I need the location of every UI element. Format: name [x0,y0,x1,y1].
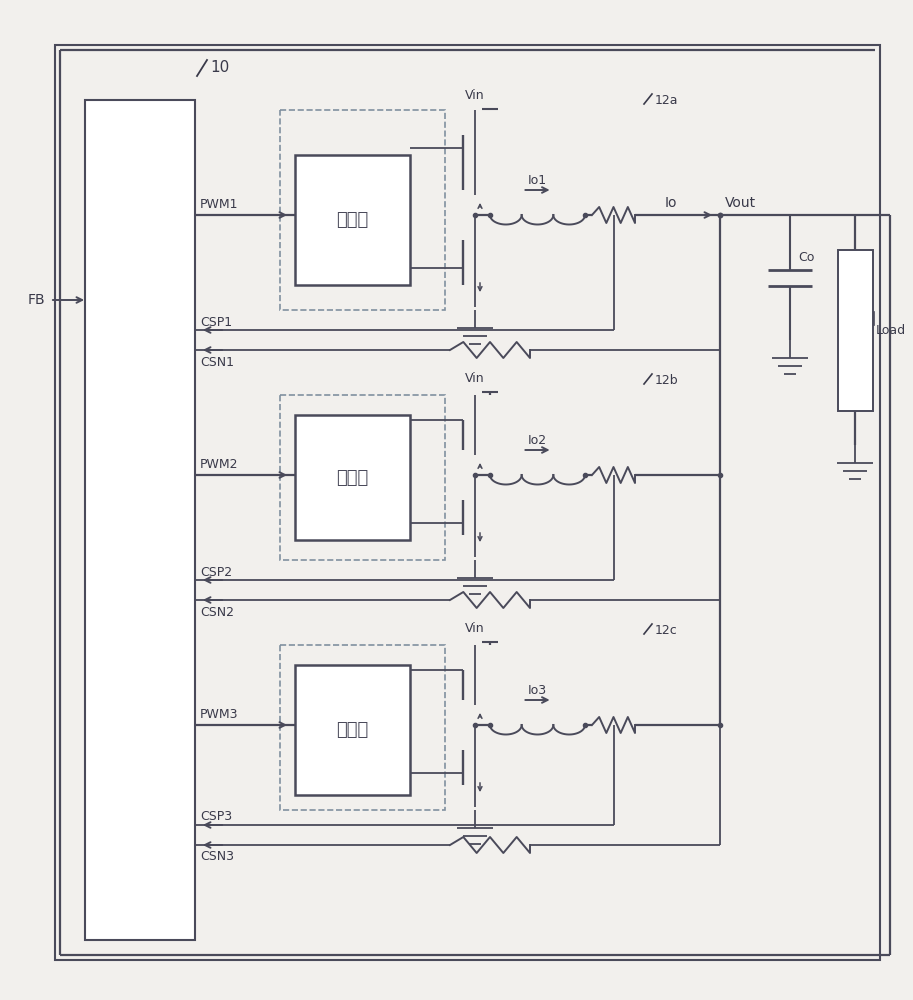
Text: Vin: Vin [466,89,485,102]
Text: 驱动器: 驱动器 [336,721,369,739]
Text: Load: Load [876,324,906,336]
Text: CSP2: CSP2 [200,566,232,578]
Text: Io: Io [665,196,677,210]
Bar [280,645,445,810]
Text: CSN3: CSN3 [200,850,234,863]
Text: Co: Co [798,251,814,264]
Text: Vin: Vin [466,372,485,385]
Text: Vin: Vin [466,622,485,635]
Text: FB: FB [27,293,45,307]
Bar [295,155,410,285]
Bar [280,395,445,560]
Bar [295,415,410,540]
Bar [837,249,873,410]
Bar [280,110,445,310]
Text: PWM1: PWM1 [200,198,238,212]
Text: 12c: 12c [655,624,677,637]
Text: PWM2: PWM2 [200,458,238,472]
Text: Io3: Io3 [528,684,547,696]
Text: 10: 10 [210,60,229,76]
Text: CSP1: CSP1 [200,316,232,328]
Text: 驱动器: 驱动器 [336,468,369,487]
Text: CSP3: CSP3 [200,810,232,824]
Text: Io1: Io1 [528,174,547,186]
Text: Vout: Vout [725,196,756,210]
Text: Io2: Io2 [528,434,547,446]
Text: 12a: 12a [655,94,678,106]
Text: 12b: 12b [655,373,678,386]
Text: 驱动器: 驱动器 [336,211,369,229]
Bar [295,665,410,795]
Text: PWM3: PWM3 [200,708,238,722]
Text: CSN2: CSN2 [200,605,234,618]
Text: CSN1: CSN1 [200,356,234,368]
Bar [85,100,195,940]
